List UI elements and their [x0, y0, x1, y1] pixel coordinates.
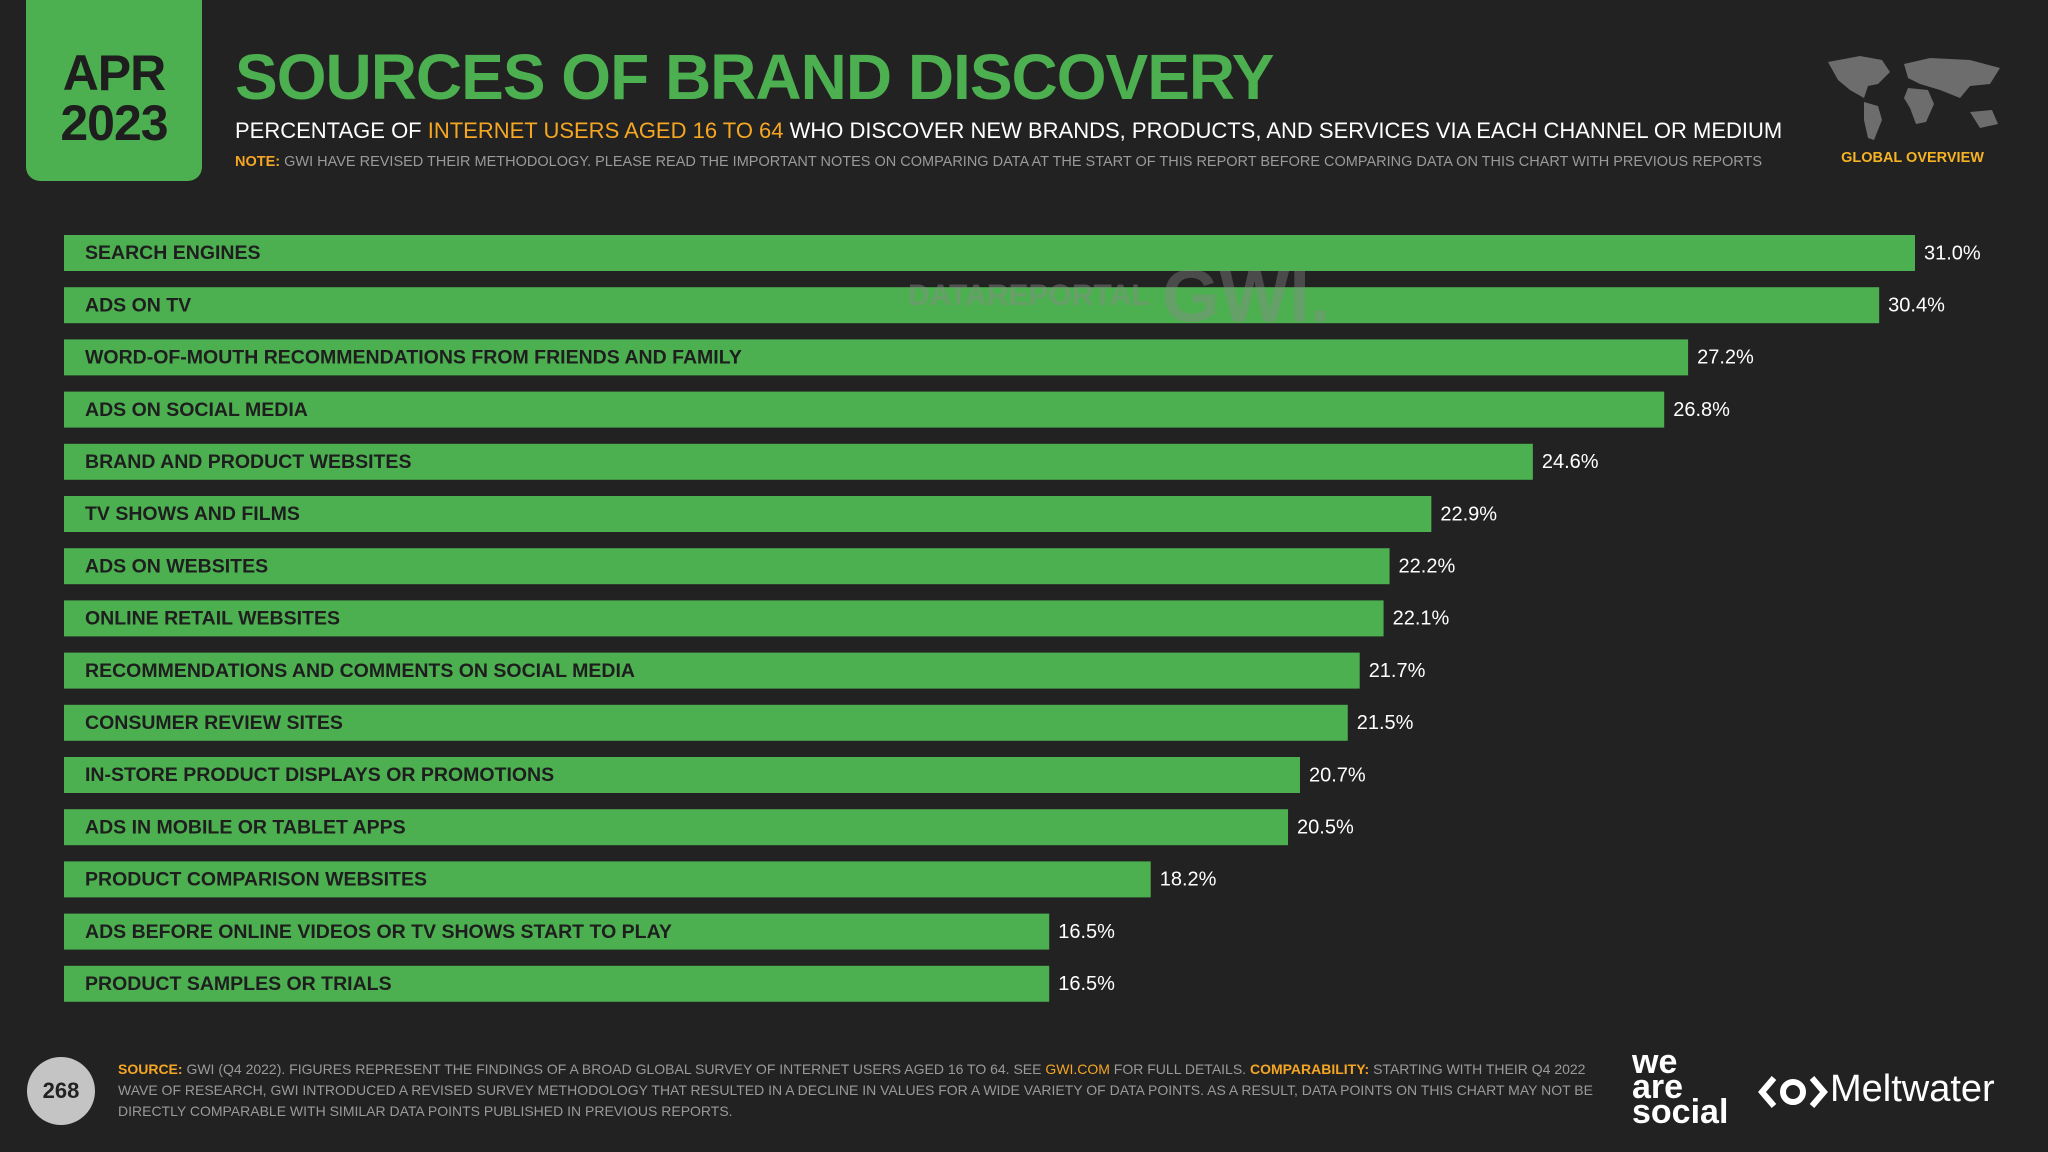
source-text: GWI (Q4 2022). FIGURES REPRESENT THE FIN…	[182, 1061, 1046, 1077]
meltwater-icon	[1758, 1076, 1828, 1108]
comparability-label: COMPARABILITY:	[1249, 1061, 1370, 1077]
source-link[interactable]: GWI.COM	[1045, 1061, 1110, 1077]
bar	[64, 861, 1151, 898]
date-year: 2023	[60, 95, 168, 151]
value-label: 30.4%	[1888, 294, 1945, 316]
logo-word: are	[1632, 1068, 1684, 1106]
source-note: SOURCE: GWI (Q4 2022). FIGURES REPRESENT…	[118, 1059, 1598, 1122]
value-label: 20.7%	[1309, 764, 1366, 786]
bar	[64, 913, 1050, 950]
date-badge: APR 2023	[26, 0, 202, 181]
category-label: WORD-OF-MOUTH RECOMMENDATIONS FROM FRIEN…	[85, 347, 742, 369]
subtitle-text: PERCENTAGE OF	[235, 118, 428, 143]
category-label: ADS ON TV	[85, 294, 191, 316]
bar	[64, 757, 1300, 793]
value-label: 18.2%	[1160, 869, 1217, 891]
bar	[64, 965, 1050, 1002]
value-label: 22.9%	[1440, 503, 1497, 525]
bar	[64, 548, 1390, 585]
logo-word: we	[1632, 1043, 1678, 1081]
note-text: GWI HAVE REVISED THEIR METHODOLOGY. PLEA…	[280, 154, 1763, 170]
chart: SEARCH ENGINES 31.0% ADS ON TV 30.4% WORD-OF…	[64, 235, 1981, 1002]
value-label: 21.7%	[1369, 660, 1426, 682]
source-text: FOR FULL DETAILS.	[1109, 1061, 1250, 1077]
meltwater-logo: Meltwater	[1830, 1068, 1995, 1110]
page-number: 268	[27, 1057, 95, 1125]
logo-word: social	[1632, 1093, 1729, 1131]
bar	[64, 287, 1880, 324]
category-label: ADS IN MOBILE OR TABLET APPS	[85, 816, 406, 838]
subtitle: PERCENTAGE OF INTERNET USERS AGED 16 TO …	[235, 118, 1782, 144]
value-label: 22.1%	[1393, 608, 1450, 630]
subtitle-highlight: INTERNET USERS AGED 16 TO 64	[427, 118, 784, 143]
category-label: IN-STORE PRODUCT DISPLAYS OR PROMOTIONS	[85, 764, 554, 786]
category-label: SEARCH ENGINES	[85, 242, 261, 264]
category-label: RECOMMENDATIONS AND COMMENTS ON SOCIAL M…	[85, 660, 635, 682]
value-label: 31.0%	[1924, 242, 1981, 264]
category-label: ADS BEFORE ONLINE VIDEOS OR TV SHOWS STA…	[85, 921, 672, 943]
value-label: 22.2%	[1399, 555, 1456, 577]
value-label: 27.2%	[1697, 347, 1754, 369]
value-label: 26.8%	[1673, 399, 1730, 421]
page-number-wrap: 268	[0, 1057, 95, 1125]
bar	[64, 600, 1384, 637]
note: NOTE: GWI HAVE REVISED THEIR METHODOLOGY…	[235, 154, 1762, 170]
source-label: SOURCE:	[118, 1061, 183, 1077]
bar	[64, 704, 1348, 741]
category-label: ONLINE RETAIL WEBSITES	[85, 608, 340, 630]
category-label: ADS ON SOCIAL MEDIA	[85, 399, 308, 421]
we-are-social-logo: we are social	[1632, 1043, 1729, 1131]
date-month: APR	[62, 45, 167, 101]
bar	[64, 443, 1533, 480]
value-label: 20.5%	[1297, 816, 1354, 838]
category-label: ADS ON WEBSITES	[85, 555, 268, 577]
bar	[64, 809, 1289, 846]
note-label: NOTE:	[235, 154, 281, 170]
title: SOURCES OF BRAND DISCOVERY	[235, 41, 1274, 113]
watermark: GWI.	[1162, 255, 1331, 338]
world-map	[1828, 56, 2000, 140]
category-label: BRAND AND PRODUCT WEBSITES	[85, 451, 411, 473]
watermark: DATAREPORTAL	[908, 279, 1150, 312]
bar	[64, 391, 1665, 428]
bar	[64, 339, 1689, 376]
subtitle-text: WHO DISCOVER NEW BRANDS, PRODUCTS, AND S…	[783, 118, 1783, 143]
value-label: 21.5%	[1357, 712, 1414, 734]
value-label: 24.6%	[1542, 451, 1599, 473]
value-label: 16.5%	[1058, 973, 1115, 995]
bar	[64, 496, 1432, 532]
section-label: GLOBAL OVERVIEW	[1841, 150, 1984, 166]
category-label: CONSUMER REVIEW SITES	[85, 712, 343, 734]
bar	[64, 652, 1360, 689]
category-label: PRODUCT COMPARISON WEBSITES	[85, 869, 427, 891]
category-label: PRODUCT SAMPLES OR TRIALS	[85, 973, 392, 995]
bar	[64, 235, 1915, 271]
value-label: 16.5%	[1058, 921, 1115, 943]
category-label: TV SHOWS AND FILMS	[85, 503, 300, 525]
comparability-text: STARTING WITH THEIR Q4 2022 WAVE OF RESE…	[118, 1061, 1593, 1119]
